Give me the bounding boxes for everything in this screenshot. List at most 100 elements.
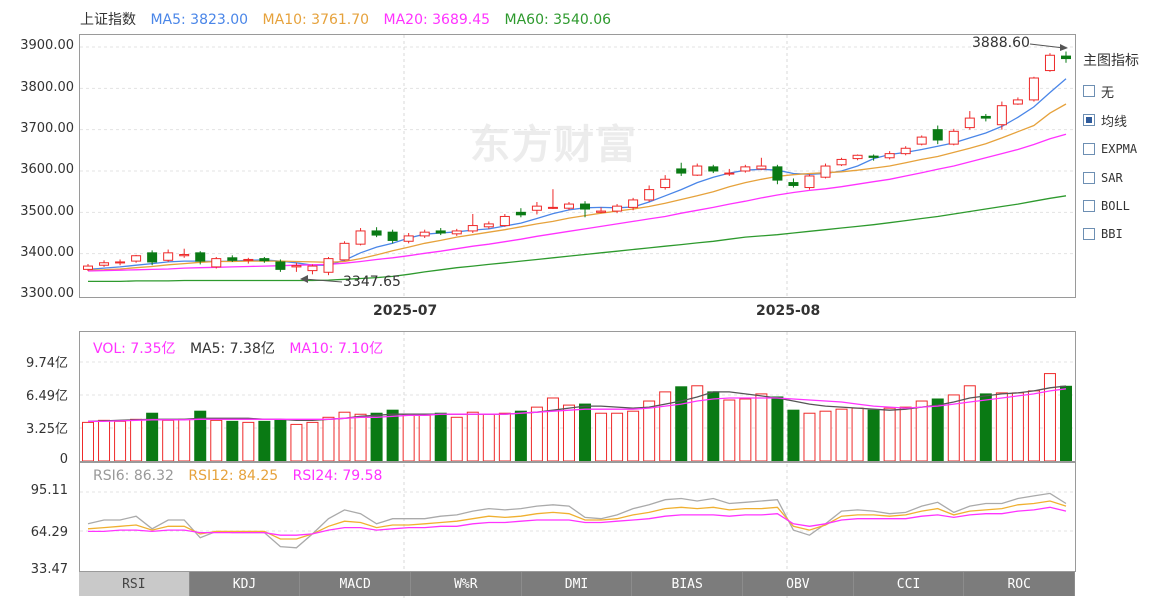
candle-body xyxy=(403,235,414,242)
volume-bar xyxy=(883,407,896,462)
tab-macd[interactable]: MACD xyxy=(300,572,412,596)
main-indicator-panel: 主图指标 xyxy=(1083,50,1139,70)
option-ma[interactable]: 均线 xyxy=(1083,111,1128,130)
ma20-legend: MA20: 3689.45 xyxy=(383,12,491,28)
rsi-legend: RSI6: 86.32 RSI12: 84.25 RSI24: 79.58 xyxy=(93,468,392,484)
vol-ma5-legend: MA5: 7.38亿 xyxy=(189,341,275,357)
option-bbi[interactable]: BBI xyxy=(1083,225,1123,243)
option-label: 均线 xyxy=(1101,114,1128,130)
candle-body xyxy=(147,252,158,263)
candle-body xyxy=(724,172,735,175)
candle-body xyxy=(499,215,510,227)
tab-dmi[interactable]: DMI xyxy=(521,572,633,596)
candle-body xyxy=(964,117,975,129)
vol-tick: 0 xyxy=(59,452,68,467)
candle-body xyxy=(243,258,254,261)
candle-body xyxy=(1012,99,1023,105)
volume-bar xyxy=(755,393,768,462)
rsi-line-rsi12 xyxy=(87,500,1067,540)
candle-body xyxy=(1028,77,1039,101)
candle-body xyxy=(580,203,591,210)
candle-body xyxy=(531,205,542,211)
tab-obv[interactable]: OBV xyxy=(743,572,854,596)
candle-body xyxy=(275,261,286,270)
low-annotation: 3347.65 xyxy=(343,274,401,290)
rsi24-legend: RSI24: 79.58 xyxy=(292,468,383,484)
price-tick: 3700.00 xyxy=(20,121,74,136)
candle-body xyxy=(115,261,126,264)
high-arrowhead xyxy=(1060,44,1068,51)
candle-body xyxy=(483,223,494,228)
tab-roc[interactable]: ROC xyxy=(964,572,1076,596)
ma5-legend: MA5: 3823.00 xyxy=(150,12,249,28)
vol-tick: 3.25亿 xyxy=(26,422,68,437)
ma10-legend: MA10: 3761.70 xyxy=(262,12,370,28)
tab-wr[interactable]: W%R xyxy=(411,572,522,596)
checkbox[interactable] xyxy=(1083,172,1095,184)
rsi-panel[interactable] xyxy=(79,462,1076,572)
volume-bar xyxy=(579,403,592,462)
tab-bias[interactable]: BIAS xyxy=(632,572,744,596)
option-none[interactable]: 无 xyxy=(1083,82,1114,101)
candle-body xyxy=(451,230,462,235)
x-label-august: 2025-08 xyxy=(756,303,821,319)
candle-body xyxy=(131,255,142,262)
price-legend: 上证指数 MA5: 3823.00 MA10: 3761.70 MA20: 36… xyxy=(80,9,621,29)
candle-body xyxy=(1061,55,1071,60)
candle-body xyxy=(740,166,751,172)
candle-body xyxy=(708,166,719,172)
tab-cci[interactable]: CCI xyxy=(853,572,965,596)
option-sar[interactable]: SAR xyxy=(1083,169,1123,187)
checkbox-checked[interactable] xyxy=(1083,114,1095,126)
checkbox[interactable] xyxy=(1083,200,1095,212)
tab-kdj[interactable]: KDJ xyxy=(189,572,301,596)
checkbox[interactable] xyxy=(1083,143,1095,155)
option-label: EXPMA xyxy=(1101,142,1138,156)
volume-bar xyxy=(338,411,351,462)
option-expma[interactable]: EXPMA xyxy=(1083,140,1137,158)
vol-legend: VOL: 7.35亿 xyxy=(93,341,176,357)
volume-bar xyxy=(771,396,784,462)
checkbox[interactable] xyxy=(1083,228,1095,240)
candle-body xyxy=(179,253,190,257)
option-label: BBI xyxy=(1101,227,1123,241)
candle-body xyxy=(596,210,607,213)
candle-body xyxy=(339,242,350,261)
candle-body xyxy=(83,265,93,270)
candle-body xyxy=(323,258,334,273)
candle-body xyxy=(900,147,911,155)
ma60-legend: MA60: 3540.06 xyxy=(504,12,612,28)
ma-line-ma5 xyxy=(87,78,1067,271)
vol-tick: 9.74亿 xyxy=(26,356,68,371)
tab-rsi[interactable]: RSI xyxy=(79,572,190,596)
candle-body xyxy=(676,168,687,174)
vol-ma10-legend: MA10: 7.10亿 xyxy=(289,341,384,357)
candle-body xyxy=(820,165,831,178)
price-tick: 3400.00 xyxy=(20,245,74,260)
price-tick: 3600.00 xyxy=(20,162,74,177)
price-tick: 3300.00 xyxy=(20,286,74,301)
volume-bar xyxy=(643,400,656,462)
ma-line-ma60 xyxy=(88,195,1067,283)
vol-ma-line-ma5 xyxy=(87,385,1067,423)
volume-bar xyxy=(675,386,688,462)
low-arrow xyxy=(303,278,343,283)
volume-bar xyxy=(562,404,575,462)
candle-body xyxy=(163,252,174,261)
ma-line-ma10 xyxy=(87,103,1067,271)
candle-body xyxy=(644,189,655,201)
candle-body xyxy=(772,166,783,181)
rsi-line-rsi24 xyxy=(88,506,1067,536)
candle-body xyxy=(804,175,815,189)
option-boll[interactable]: BOLL xyxy=(1083,197,1130,215)
price-panel[interactable] xyxy=(79,34,1076,298)
checkbox[interactable] xyxy=(1083,85,1095,97)
x-label-july: 2025-07 xyxy=(373,303,438,319)
candle-body xyxy=(692,165,703,176)
volume-panel[interactable] xyxy=(79,331,1076,462)
candle-body xyxy=(211,258,222,268)
index-name: 上证指数 xyxy=(80,12,136,28)
high-annotation: 3888.60 xyxy=(972,35,1030,51)
option-label: BOLL xyxy=(1101,199,1130,213)
